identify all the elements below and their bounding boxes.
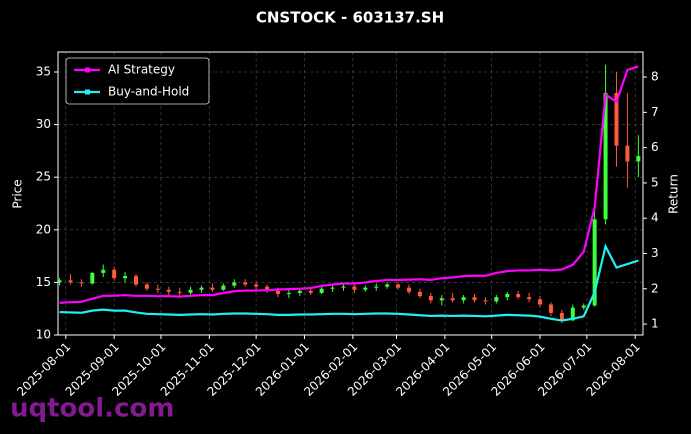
candle-body <box>472 297 477 301</box>
candle-body <box>265 286 270 291</box>
candle-body <box>516 293 521 298</box>
candle-body <box>548 304 553 313</box>
candle-body <box>68 280 73 283</box>
candle-body <box>297 290 302 293</box>
y2-tick-label: 6 <box>651 140 659 154</box>
watermark: uqtool.com <box>10 394 174 424</box>
y2-tick-label: 1 <box>651 317 659 331</box>
candle-body <box>210 287 215 290</box>
candle-body <box>79 282 84 284</box>
candle-body <box>592 219 597 306</box>
y-axis-label: Price <box>11 179 25 208</box>
candle-body <box>396 284 401 288</box>
chart-title: CNSTOCK - 603137.SH <box>256 9 444 27</box>
y2-tick-label: 4 <box>651 211 659 225</box>
candle-body <box>636 156 641 162</box>
candle-body <box>221 285 226 290</box>
candle-body <box>483 300 488 302</box>
candle-body <box>199 287 204 290</box>
y2-tick-label: 3 <box>651 246 659 260</box>
y2-tick-label: 8 <box>651 70 659 84</box>
candle-body <box>603 93 608 220</box>
candle-body <box>614 93 619 146</box>
candle-body <box>112 269 117 279</box>
candle-body <box>101 269 106 273</box>
legend-marker <box>85 89 90 95</box>
candle-body <box>352 286 357 290</box>
candle-body <box>428 296 433 301</box>
candle-body <box>625 145 630 162</box>
y-tick-label: 20 <box>36 222 51 236</box>
candle-body <box>243 282 248 285</box>
candle-body <box>177 291 182 293</box>
candle-body <box>559 312 564 321</box>
legend-label: AI Strategy <box>108 63 175 77</box>
candle-body <box>570 307 575 321</box>
candle-body <box>155 288 160 290</box>
candle-body <box>134 276 138 285</box>
candle-body <box>363 287 368 290</box>
candle-body <box>341 286 346 288</box>
candle-body <box>494 297 499 302</box>
candle-body <box>254 284 259 287</box>
candle-body <box>450 298 455 301</box>
candle-body <box>57 280 62 283</box>
candle-body <box>90 272 95 284</box>
candle-body <box>417 291 422 297</box>
plot-frame <box>57 51 644 336</box>
y2-tick-label: 7 <box>651 105 659 119</box>
y2-tick-label: 5 <box>651 175 659 189</box>
candle-body <box>308 290 313 293</box>
candle-body <box>232 282 237 286</box>
series-line <box>59 65 639 304</box>
y2-axis-label: Return <box>667 174 681 214</box>
candle-body <box>286 292 291 294</box>
y-tick-label: 10 <box>36 328 51 342</box>
candle-body <box>330 287 335 289</box>
series-line <box>59 243 639 322</box>
candle-body <box>527 297 532 300</box>
y2-tick-label: 2 <box>651 281 659 295</box>
candle-body <box>188 289 193 293</box>
candle-body <box>538 299 543 305</box>
candle-body <box>439 298 444 301</box>
y-tick-label: 30 <box>36 117 51 131</box>
candle-body <box>461 297 466 301</box>
legend-marker <box>85 67 90 73</box>
y-tick-label: 35 <box>36 64 51 78</box>
candle-body <box>319 288 324 293</box>
candle-body <box>385 284 390 287</box>
candle-body <box>407 287 411 292</box>
legend-box <box>65 57 210 105</box>
legend-label: Buy-and-Hold <box>108 85 189 99</box>
candle-body <box>374 286 379 288</box>
candle-body <box>166 289 171 292</box>
candle-body <box>123 276 128 279</box>
candle-body <box>275 290 280 294</box>
candle-body <box>144 284 149 289</box>
candle-body <box>581 305 586 308</box>
y-tick-label: 25 <box>36 170 51 184</box>
y-tick-label: 15 <box>36 275 51 289</box>
candle-body <box>505 293 510 298</box>
